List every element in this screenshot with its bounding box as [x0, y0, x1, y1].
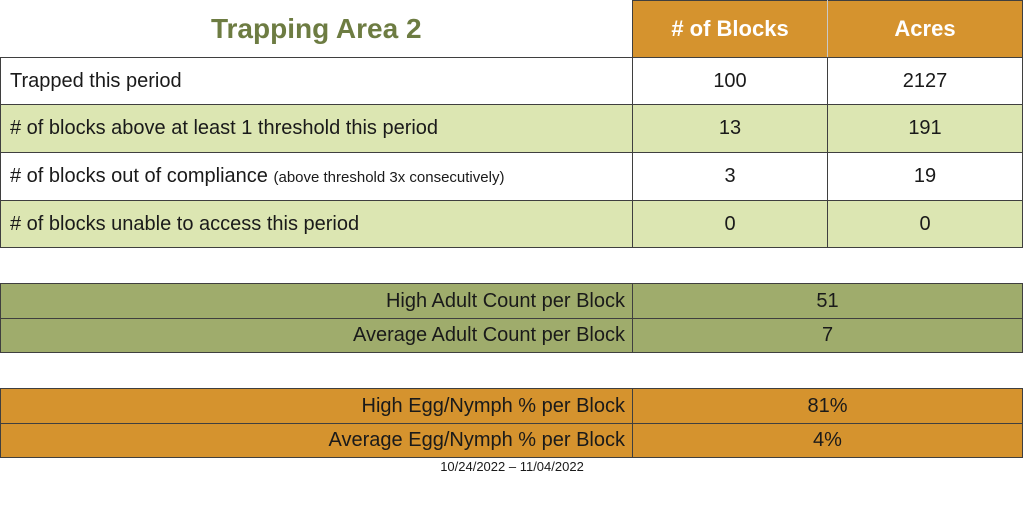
- blocks-value: 3: [632, 152, 828, 201]
- row-label: # of blocks unable to access this period: [0, 200, 633, 248]
- acres-value: 19: [827, 152, 1023, 201]
- row-label: Average Adult Count per Block: [0, 318, 633, 353]
- row-label: Average Egg/Nymph % per Block: [0, 423, 633, 458]
- row-label: # of blocks out of compliance (above thr…: [0, 152, 633, 201]
- page-title: Trapping Area 2: [0, 0, 633, 58]
- blocks-value: 0: [632, 200, 828, 248]
- acres-value: 191: [827, 104, 1023, 153]
- adult-count-table: High Adult Count per Block 51 Average Ad…: [0, 283, 1023, 353]
- row-label: # of blocks above at least 1 threshold t…: [0, 104, 633, 153]
- row-label: High Egg/Nymph % per Block: [0, 388, 633, 424]
- table-row-trapped: Trapped this period 100 2127: [0, 57, 1023, 105]
- row-label-main: # of blocks out of compliance: [10, 165, 268, 187]
- column-header-acres: Acres: [827, 0, 1023, 58]
- row-label: High Adult Count per Block: [0, 283, 633, 319]
- acres-value: 2127: [827, 57, 1023, 105]
- row-value: 7: [632, 318, 1023, 353]
- row-label-note: (above threshold 3x consecutively): [273, 169, 505, 186]
- table-row-unable-to-access: # of blocks unable to access this period…: [0, 200, 1023, 248]
- table-row-high-egg: High Egg/Nymph % per Block 81%: [0, 388, 1023, 424]
- row-value: 81%: [632, 388, 1023, 424]
- egg-nymph-table: High Egg/Nymph % per Block 81% Average E…: [0, 388, 1023, 458]
- column-header-blocks: # of Blocks: [632, 0, 828, 58]
- table-row-average-egg: Average Egg/Nymph % per Block 4%: [0, 423, 1023, 458]
- table-row-out-of-compliance: # of blocks out of compliance (above thr…: [0, 152, 1023, 201]
- row-value: 4%: [632, 423, 1023, 458]
- row-label: Trapped this period: [0, 57, 633, 105]
- blocks-value: 100: [632, 57, 828, 105]
- table-row-high-adult: High Adult Count per Block 51: [0, 283, 1023, 319]
- table-row-above-threshold: # of blocks above at least 1 threshold t…: [0, 104, 1023, 153]
- header-row: Trapping Area 2 # of Blocks Acres: [0, 0, 1023, 58]
- table-row-average-adult: Average Adult Count per Block 7: [0, 318, 1023, 353]
- date-range: 10/24/2022 – 11/04/2022: [440, 459, 584, 474]
- summary-table: Trapping Area 2 # of Blocks Acres Trappe…: [0, 0, 1023, 248]
- blocks-value: 13: [632, 104, 828, 153]
- row-value: 51: [632, 283, 1023, 319]
- acres-value: 0: [827, 200, 1023, 248]
